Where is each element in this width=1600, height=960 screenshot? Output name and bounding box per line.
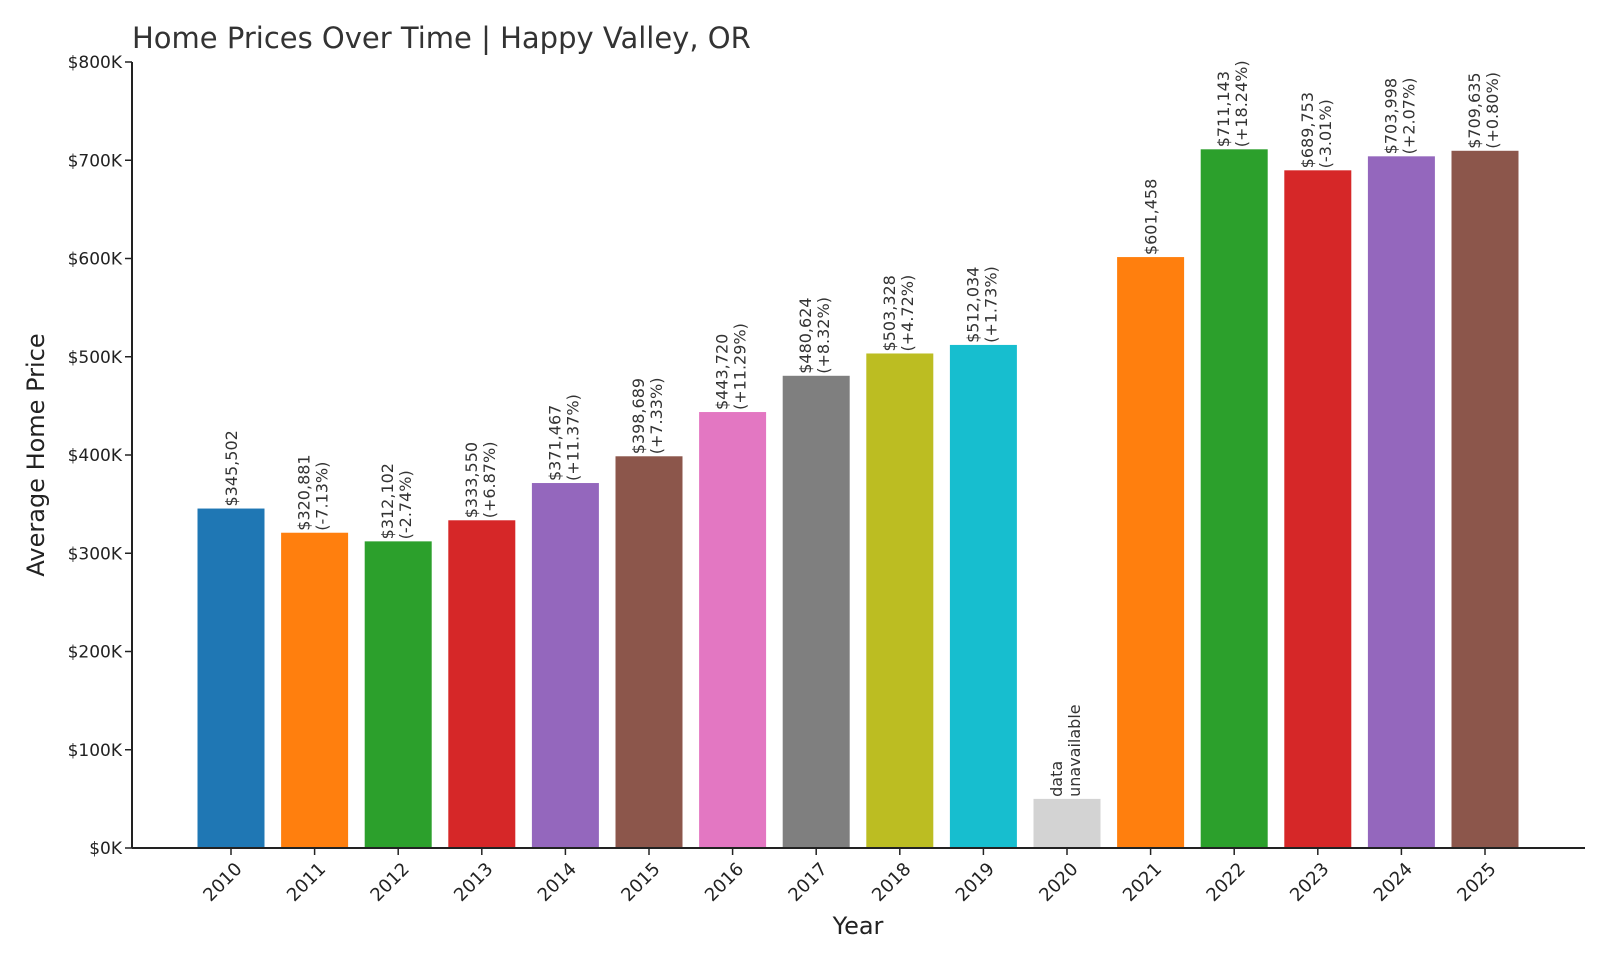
y-tick-label: $100K <box>68 741 123 761</box>
bar <box>1367 156 1435 848</box>
bar <box>1451 150 1519 848</box>
x-tick-label: 2023 <box>1286 859 1333 906</box>
y-tick-label: $700K <box>68 151 123 171</box>
bar-change-label: (-7.13%) <box>313 462 332 531</box>
x-tick-label: 2010 <box>199 859 246 906</box>
bar-value-label: $480,624 <box>796 297 815 373</box>
bar-value-label: $333,550 <box>462 442 481 518</box>
chart-title: Home Prices Over Time | Happy Valley, OR <box>132 21 751 55</box>
bar-value-label: $312,102 <box>378 463 397 539</box>
bar-value-label: $371,467 <box>545 405 564 481</box>
bar-change-label: (+6.87%) <box>480 442 499 519</box>
bar-change-label: (-2.74%) <box>396 470 415 539</box>
bar <box>615 456 683 848</box>
bar <box>782 375 850 848</box>
y-tick-label: $400K <box>68 446 123 466</box>
bar <box>281 532 349 848</box>
x-tick-label: 2019 <box>952 859 999 906</box>
bar-change-label: (+2.07%) <box>1399 78 1418 155</box>
x-tick-label: 2011 <box>283 859 330 906</box>
y-tick-label: $600K <box>68 250 123 270</box>
bar-value-label: $443,720 <box>713 334 732 410</box>
x-tick-label: 2020 <box>1035 859 1082 906</box>
y-tick-label: $800K <box>68 53 123 73</box>
bar-value-label: $398,689 <box>629 378 648 454</box>
bar <box>1284 170 1352 848</box>
bar-value-label: data <box>1047 761 1066 797</box>
bar <box>197 508 265 848</box>
bar-change-label: (+18.24%) <box>1232 60 1251 147</box>
x-tick-label: 2012 <box>366 859 413 906</box>
bar-change-label: (+0.80%) <box>1483 72 1502 149</box>
bar <box>1117 257 1185 848</box>
bar-change-label: (+8.32%) <box>814 297 833 374</box>
bar-value-label: $689,753 <box>1298 92 1317 168</box>
y-tick-label: $500K <box>68 348 123 368</box>
bar-change-label: (+11.37%) <box>563 394 582 481</box>
bar-value-label: $320,881 <box>295 454 314 530</box>
bar-change-label: unavailable <box>1065 704 1084 797</box>
y-tick-label: $0K <box>89 839 123 859</box>
bar <box>1200 149 1268 848</box>
x-tick-label: 2013 <box>450 859 497 906</box>
x-axis: 2010 2011 2012 2013 2014 2015 2016 2017 2018 2019… <box>199 848 1501 906</box>
bar-value-label: $711,143 <box>1214 71 1233 147</box>
bar-value-label: $503,328 <box>880 275 899 351</box>
x-tick-label: 2025 <box>1453 859 1500 906</box>
y-tick-label: $200K <box>68 643 123 663</box>
y-axis: $0K $100K $200K $300K $400K $500K $600K $700K $8… <box>68 53 132 859</box>
bar <box>1033 798 1101 848</box>
bar <box>949 344 1017 848</box>
bars-group <box>197 149 1519 848</box>
x-tick-label: 2024 <box>1370 859 1417 906</box>
bar-change-label: (+1.73%) <box>981 266 1000 343</box>
bar-value-label: $512,034 <box>963 267 982 343</box>
bar <box>699 412 767 848</box>
bar-change-label: (+4.72%) <box>898 275 917 352</box>
bar-value-label: $703,998 <box>1381 78 1400 154</box>
y-axis-label: Average Home Price <box>22 333 50 576</box>
bar-labels-group: $345,502 $320,881 (-7.13%) $312,102 (-2.74%)… <box>222 60 1502 796</box>
x-tick-label: 2021 <box>1119 859 1166 906</box>
x-tick-label: 2017 <box>784 859 831 906</box>
bar-value-label: $345,502 <box>222 430 241 506</box>
bar <box>866 353 934 848</box>
bar <box>364 541 432 848</box>
x-tick-label: 2016 <box>701 859 748 906</box>
bar-change-label: (+7.33%) <box>647 378 666 455</box>
y-tick-label: $300K <box>68 544 123 564</box>
bar-change-label: (+11.29%) <box>731 323 750 410</box>
bar-value-label: $601,458 <box>1142 179 1161 255</box>
bar <box>448 520 516 848</box>
bar-value-label: $709,635 <box>1465 72 1484 148</box>
bar-change-label: (-3.01%) <box>1316 99 1335 168</box>
x-axis-label: Year <box>832 912 884 940</box>
bar <box>531 483 599 848</box>
x-tick-label: 2018 <box>868 859 915 906</box>
x-tick-label: 2014 <box>534 859 581 906</box>
x-tick-label: 2022 <box>1202 859 1249 906</box>
x-tick-label: 2015 <box>617 859 664 906</box>
